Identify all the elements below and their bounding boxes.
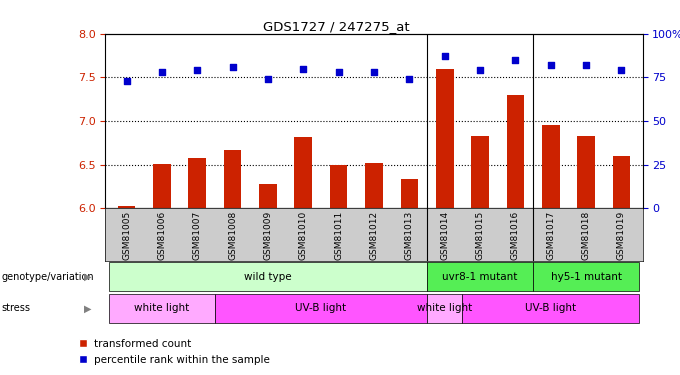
Bar — [215, 294, 427, 323]
Bar — [507, 95, 524, 208]
Text: GSM81019: GSM81019 — [617, 211, 626, 260]
Bar — [613, 156, 630, 208]
Point — [121, 78, 132, 84]
Bar — [471, 136, 489, 208]
Legend: transformed count, percentile rank within the sample: transformed count, percentile rank withi… — [77, 339, 270, 364]
Bar — [259, 184, 277, 208]
Text: GSM81011: GSM81011 — [334, 211, 343, 260]
Bar — [109, 262, 427, 291]
Text: GSM81013: GSM81013 — [405, 211, 414, 260]
Title: GDS1727 / 247275_at: GDS1727 / 247275_at — [263, 20, 410, 33]
Point — [369, 69, 379, 75]
Point — [404, 76, 415, 82]
Text: uvr8-1 mutant: uvr8-1 mutant — [442, 272, 517, 282]
Text: GSM81007: GSM81007 — [193, 211, 202, 260]
Text: GSM81016: GSM81016 — [511, 211, 520, 260]
Bar — [153, 164, 171, 208]
Bar — [118, 206, 135, 208]
Text: ▶: ▶ — [84, 303, 92, 313]
Bar — [330, 165, 347, 208]
Text: hy5-1 mutant: hy5-1 mutant — [551, 272, 622, 282]
Text: white light: white light — [417, 303, 473, 313]
Text: wild type: wild type — [244, 272, 292, 282]
Bar — [427, 294, 462, 323]
Text: white light: white light — [135, 303, 190, 313]
Text: genotype/variation: genotype/variation — [1, 272, 94, 282]
Text: GSM81014: GSM81014 — [440, 211, 449, 260]
Text: GSM81015: GSM81015 — [475, 211, 485, 260]
Text: stress: stress — [1, 303, 31, 313]
Point — [510, 57, 521, 63]
Bar — [401, 179, 418, 208]
Text: GSM81012: GSM81012 — [369, 211, 379, 260]
Bar — [436, 69, 454, 208]
Point — [333, 69, 344, 75]
Point — [616, 68, 627, 74]
Point — [298, 66, 309, 72]
Text: GSM81017: GSM81017 — [546, 211, 555, 260]
Bar — [224, 150, 241, 208]
Bar — [188, 158, 206, 208]
Bar — [294, 136, 312, 208]
Text: GSM81005: GSM81005 — [122, 211, 131, 260]
Text: UV-B light: UV-B light — [295, 303, 347, 313]
Point — [581, 62, 592, 68]
Point — [545, 62, 556, 68]
Point — [156, 69, 167, 75]
Bar — [533, 262, 639, 291]
Text: GSM81008: GSM81008 — [228, 211, 237, 260]
Text: GSM81010: GSM81010 — [299, 211, 308, 260]
Text: GSM81009: GSM81009 — [263, 211, 273, 260]
Point — [475, 68, 486, 74]
Point — [439, 53, 450, 59]
Point — [192, 68, 203, 74]
Bar — [542, 125, 560, 208]
Text: GSM81018: GSM81018 — [581, 211, 590, 260]
Text: ▶: ▶ — [84, 272, 92, 282]
Bar — [462, 294, 639, 323]
Bar — [365, 163, 383, 208]
Point — [227, 64, 238, 70]
Point — [262, 76, 273, 82]
Text: GSM81006: GSM81006 — [158, 211, 167, 260]
Text: UV-B light: UV-B light — [525, 303, 576, 313]
Bar — [577, 136, 595, 208]
Bar — [109, 294, 215, 323]
Bar — [427, 262, 533, 291]
